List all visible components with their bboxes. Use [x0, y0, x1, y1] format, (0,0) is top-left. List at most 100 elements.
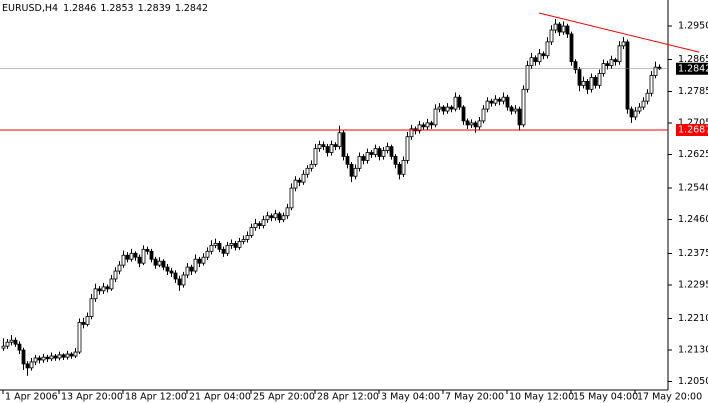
candle-body [541, 53, 546, 57]
candle-body [285, 207, 290, 217]
candle-body [329, 144, 334, 153]
x-tick-label: 28 Apr 12:00 [317, 392, 379, 403]
candle-body [229, 243, 234, 246]
candle-body [241, 239, 246, 242]
price-label-box [676, 124, 708, 136]
candle-body [421, 124, 426, 128]
candle-body [581, 80, 586, 86]
x-tick-label: 13 Apr 20:00 [61, 392, 123, 403]
candle-body [169, 270, 174, 274]
candle-body [497, 98, 502, 102]
candle-body [245, 235, 250, 240]
candle-body [521, 88, 526, 126]
y-tick-label: 1.2705 [678, 117, 708, 128]
candle-body [509, 106, 514, 112]
candle-body [325, 146, 330, 153]
candle-body [317, 144, 322, 149]
candle-body [85, 316, 90, 325]
candle-body [313, 148, 318, 165]
candle-body [449, 106, 454, 110]
candle-body [77, 322, 82, 353]
candle-body [301, 173, 306, 183]
candle-body [225, 244, 230, 254]
last-close: 1.2842 [175, 3, 208, 14]
trend-line [538, 12, 700, 53]
y-tick-label: 1.2540 [678, 183, 708, 194]
candle-body [1, 345, 6, 349]
candle-body [489, 100, 494, 104]
candle-body [137, 256, 142, 264]
x-tick-label: 18 Apr 12:00 [125, 392, 187, 403]
candle-body [493, 98, 498, 104]
candle-body [221, 248, 226, 254]
candle-body [293, 179, 298, 189]
candle-body [353, 167, 358, 177]
candle-body [105, 286, 110, 290]
last-low: 1.2839 [138, 3, 171, 14]
candle-body [33, 357, 38, 363]
candle-body [645, 92, 650, 102]
y-tick-label: 1.2130 [678, 345, 708, 356]
candle-body [369, 152, 374, 155]
candle-body [577, 69, 582, 86]
candle-body [501, 96, 506, 102]
candle-body [25, 363, 30, 369]
x-tick-label: 10 May 12:00 [509, 392, 574, 403]
candle-body [637, 106, 642, 112]
candle-body [453, 96, 458, 110]
candle-body [621, 41, 626, 47]
candle-body [209, 244, 214, 252]
candle-body [473, 122, 478, 128]
candle-body [557, 23, 562, 33]
candle-body [321, 144, 326, 147]
candle-body [9, 339, 14, 343]
candle-body [237, 241, 242, 248]
x-tick-label: 25 Apr 20:00 [253, 392, 315, 403]
candle-body [341, 132, 346, 157]
candle-body [529, 57, 534, 66]
candle-body [417, 124, 422, 132]
y-tick-label: 1.2295 [678, 279, 708, 290]
candle-body [585, 80, 590, 90]
candle-body [181, 274, 186, 286]
y-tick-label: 1.2625 [678, 149, 708, 160]
candle-body [61, 354, 66, 358]
candle-body [425, 122, 430, 128]
candle-body [141, 248, 146, 264]
candle-body [361, 156, 366, 161]
price-label: 1.2687 [678, 125, 708, 136]
candle-body [97, 288, 102, 292]
candle-body [649, 75, 654, 94]
candle-body [265, 215, 270, 221]
candle-body [269, 215, 274, 219]
candle-body [69, 353, 74, 357]
candle-body [409, 128, 414, 138]
candle-body [589, 77, 594, 90]
candle-body [525, 65, 530, 90]
candle-body [597, 73, 602, 86]
x-tick-label: 3 May 04:00 [381, 392, 440, 403]
candle-body [629, 108, 634, 118]
candle-body [349, 163, 354, 177]
candle-body [117, 264, 122, 272]
candle-body [445, 106, 450, 112]
candle-body [101, 286, 106, 292]
candle-body [57, 354, 62, 359]
candle-body [81, 322, 86, 325]
candle-body [457, 96, 462, 108]
candle-body [89, 298, 94, 317]
candle-body [569, 33, 574, 63]
candle-body [109, 278, 114, 290]
y-tick-label: 1.2950 [678, 21, 708, 32]
candle-body [373, 148, 378, 155]
candle-body [513, 108, 518, 112]
candle-body [377, 148, 382, 157]
y-tick-label: 1.2375 [678, 248, 708, 259]
candle-body [41, 356, 46, 361]
candle-body [441, 106, 446, 112]
candle-body [593, 77, 598, 86]
candle-body [609, 59, 614, 66]
candle-body [429, 122, 434, 126]
candle-body [189, 266, 194, 272]
